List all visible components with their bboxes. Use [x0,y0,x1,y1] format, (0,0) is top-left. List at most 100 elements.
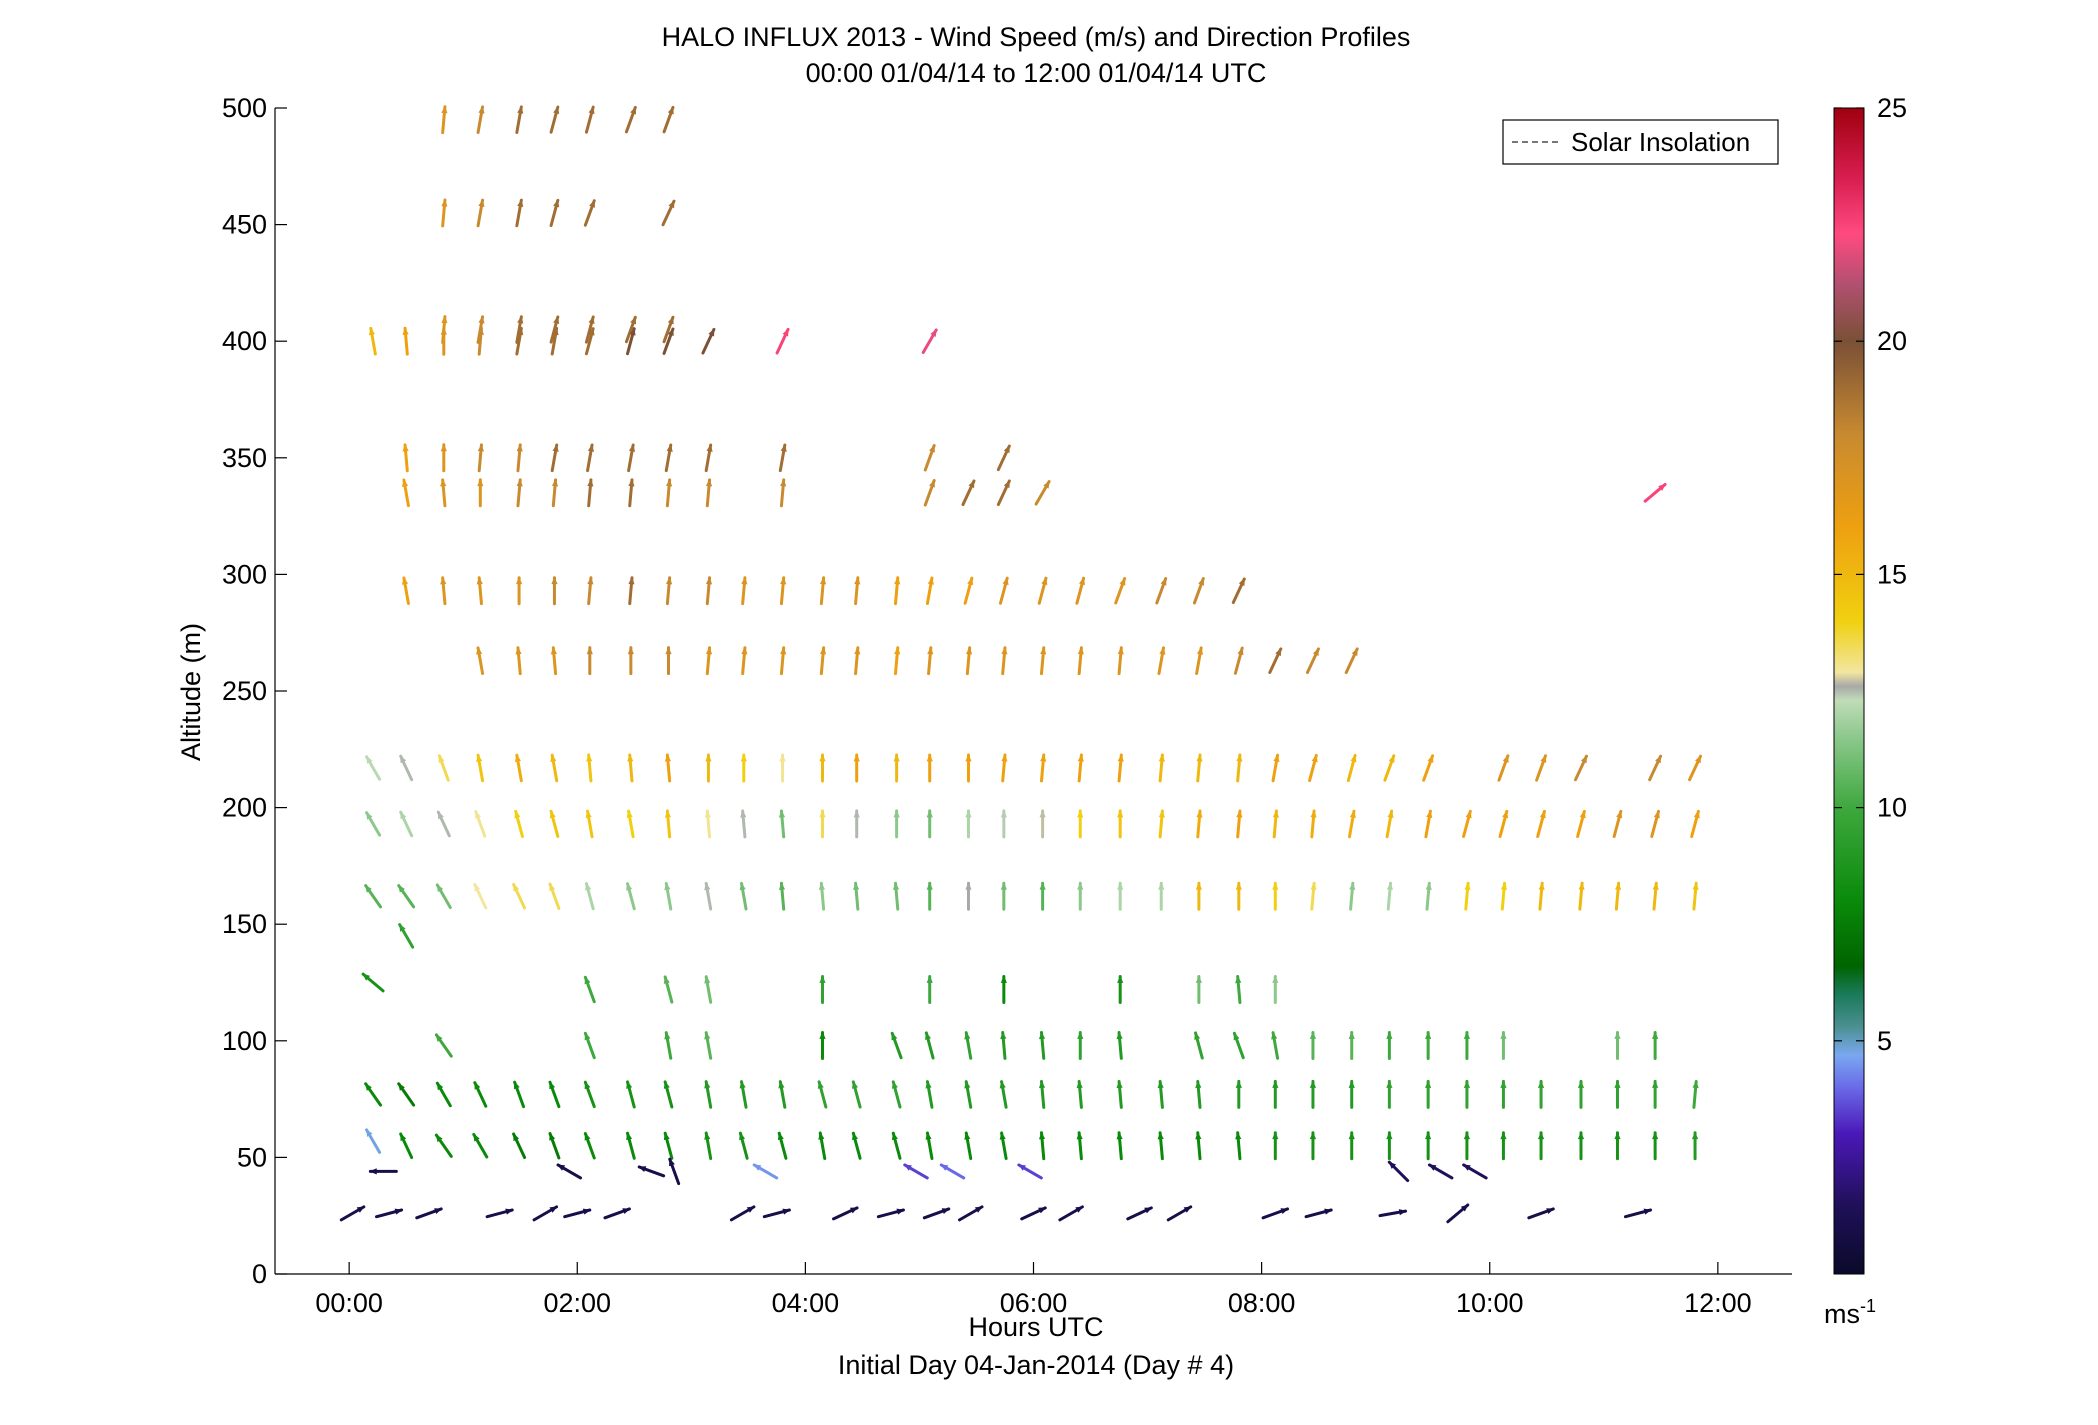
y-tick-label: 250 [222,676,267,706]
wind-barb [1038,1131,1046,1161]
wind-barb [1232,1031,1245,1060]
wind-barb-arrowhead [817,1080,824,1089]
wind-barb-arrowhead [477,443,484,452]
wind-barb [476,198,485,228]
wind-barb [1039,646,1047,676]
wind-barb [1652,1030,1659,1060]
wind-barb [1425,1079,1432,1109]
wind-barb-arrowhead [1275,647,1282,657]
wind-barb [819,809,826,839]
wind-barb-arrowhead [1039,882,1046,890]
wind-barb-arrowhead [1038,1080,1046,1089]
wind-barb-arrowhead [1077,646,1084,655]
wind-barb-arrowhead [964,1080,971,1089]
wind-barb-arrowhead [853,753,860,762]
wind-barb [364,884,383,909]
wind-barb-arrowhead [1076,1131,1083,1140]
wind-barb-arrowhead [517,315,524,324]
wind-barb [473,1081,488,1108]
wind-barb-arrowhead [1310,809,1317,818]
wind-barb [477,443,484,473]
wind-barb [778,809,786,839]
wind-barb-arrowhead [513,1133,520,1142]
wind-barb-arrowhead [1038,1131,1046,1140]
wind-barb-arrowhead [478,199,485,207]
wind-barb-arrowhead [665,576,673,585]
wind-barb [551,478,559,508]
wind-barb [1463,1030,1471,1060]
wind-barb [1348,1030,1355,1060]
wind-barb-arrowhead [586,646,593,655]
wind-barb [1527,1207,1555,1220]
wind-barb-arrowhead [1653,810,1660,819]
wind-barb [1497,754,1510,782]
wind-barb-arrowhead [741,576,748,585]
wind-barb [1117,881,1124,911]
wind-barb-arrowhead [854,646,861,655]
wind-barb [939,1163,966,1180]
wind-barb [818,881,826,911]
wind-barb [1463,1079,1471,1109]
wind-barb-arrowhead [1117,975,1124,983]
wind-barb-arrowhead [819,753,826,762]
wind-barb-arrowhead [894,576,901,585]
wind-barb [549,105,560,134]
chart-subtitle: 00:00 01/04/14 to 12:00 01/04/14 UTC [806,58,1267,88]
wind-barb-arrowhead [549,810,556,819]
wind-barb [1573,754,1588,782]
wind-barb [1116,1031,1123,1060]
wind-barb [628,478,635,508]
colorbar-tick-label: 15 [1877,559,1907,589]
wind-barb [477,326,484,356]
wind-barb [996,444,1011,472]
wind-barb [819,1030,826,1060]
wind-barb [1001,646,1008,676]
wind-barb-arrowhead [704,1080,711,1089]
wind-barb [434,1033,453,1058]
axes-layer: 0 50 100 150 200 250 300 350 400 450 500 00:00 02:00… [222,93,1792,1318]
wind-barb-arrowhead [667,328,674,337]
wind-barb-arrowhead [550,646,557,655]
wind-barb-arrowhead [854,576,861,585]
wind-barb [1272,1131,1279,1161]
wind-barb-arrowhead [1195,882,1202,890]
wind-barb [704,1031,713,1060]
y-axis-label: Altitude (m) [176,623,206,761]
wind-barb [1577,1079,1585,1109]
wind-barb-arrowhead [1075,1206,1084,1213]
wind-barb-arrowhead [1002,577,1009,586]
wind-barb [1576,809,1586,838]
wind-barb-arrowhead [780,576,787,585]
wind-barb-arrowhead [1144,1207,1153,1214]
wind-barb [1578,881,1585,911]
wind-barb-arrowhead [705,478,713,487]
wind-barb-arrowhead [553,106,560,115]
wind-barb [626,809,635,839]
wind-barb [1348,1131,1355,1161]
wind-barb [1196,753,1203,783]
wind-barb-arrowhead [929,444,935,453]
wind-barb-arrowhead [818,1131,825,1140]
wind-barb [1037,576,1048,605]
wind-barb-arrowhead [628,478,635,487]
wind-barb [585,809,594,839]
wind-barb-arrowhead [398,884,405,893]
wind-barb [963,576,974,605]
wind-barb-arrowhead [965,753,972,762]
wind-barb [1652,1079,1659,1109]
wind-barb-arrowhead [627,646,634,655]
wind-barb-arrowhead [1462,1164,1471,1171]
wind-barb [398,923,415,949]
wind-barb [515,326,524,356]
wind-barb-arrowhead [891,1132,898,1141]
wind-barb-arrowhead [739,1080,746,1089]
wind-barb-arrowhead [587,443,595,452]
wind-barb [1648,754,1663,782]
wind-barb-arrowhead [819,1031,826,1039]
wind-barb [854,576,861,606]
wind-barb [586,753,593,783]
wind-barb-arrowhead [1310,882,1317,890]
wind-barb [477,478,484,508]
wind-barb-arrowhead [819,646,827,655]
